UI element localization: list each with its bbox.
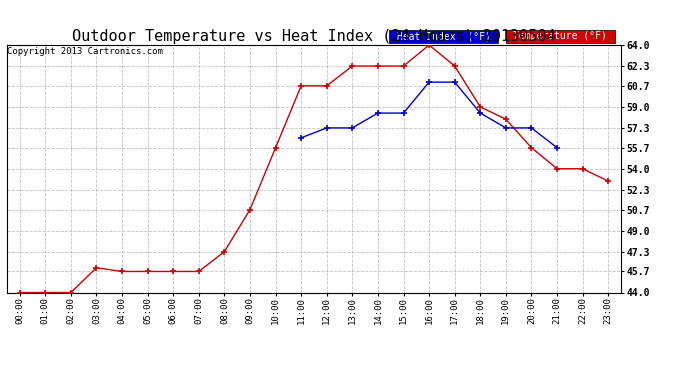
Text: Heat Index  (°F): Heat Index (°F): [391, 31, 497, 41]
Title: Outdoor Temperature vs Heat Index (24 Hours) 20130504: Outdoor Temperature vs Heat Index (24 Ho…: [72, 29, 555, 44]
Text: Copyright 2013 Cartronics.com: Copyright 2013 Cartronics.com: [7, 47, 163, 56]
Text: Temperature (°F): Temperature (°F): [507, 31, 613, 41]
